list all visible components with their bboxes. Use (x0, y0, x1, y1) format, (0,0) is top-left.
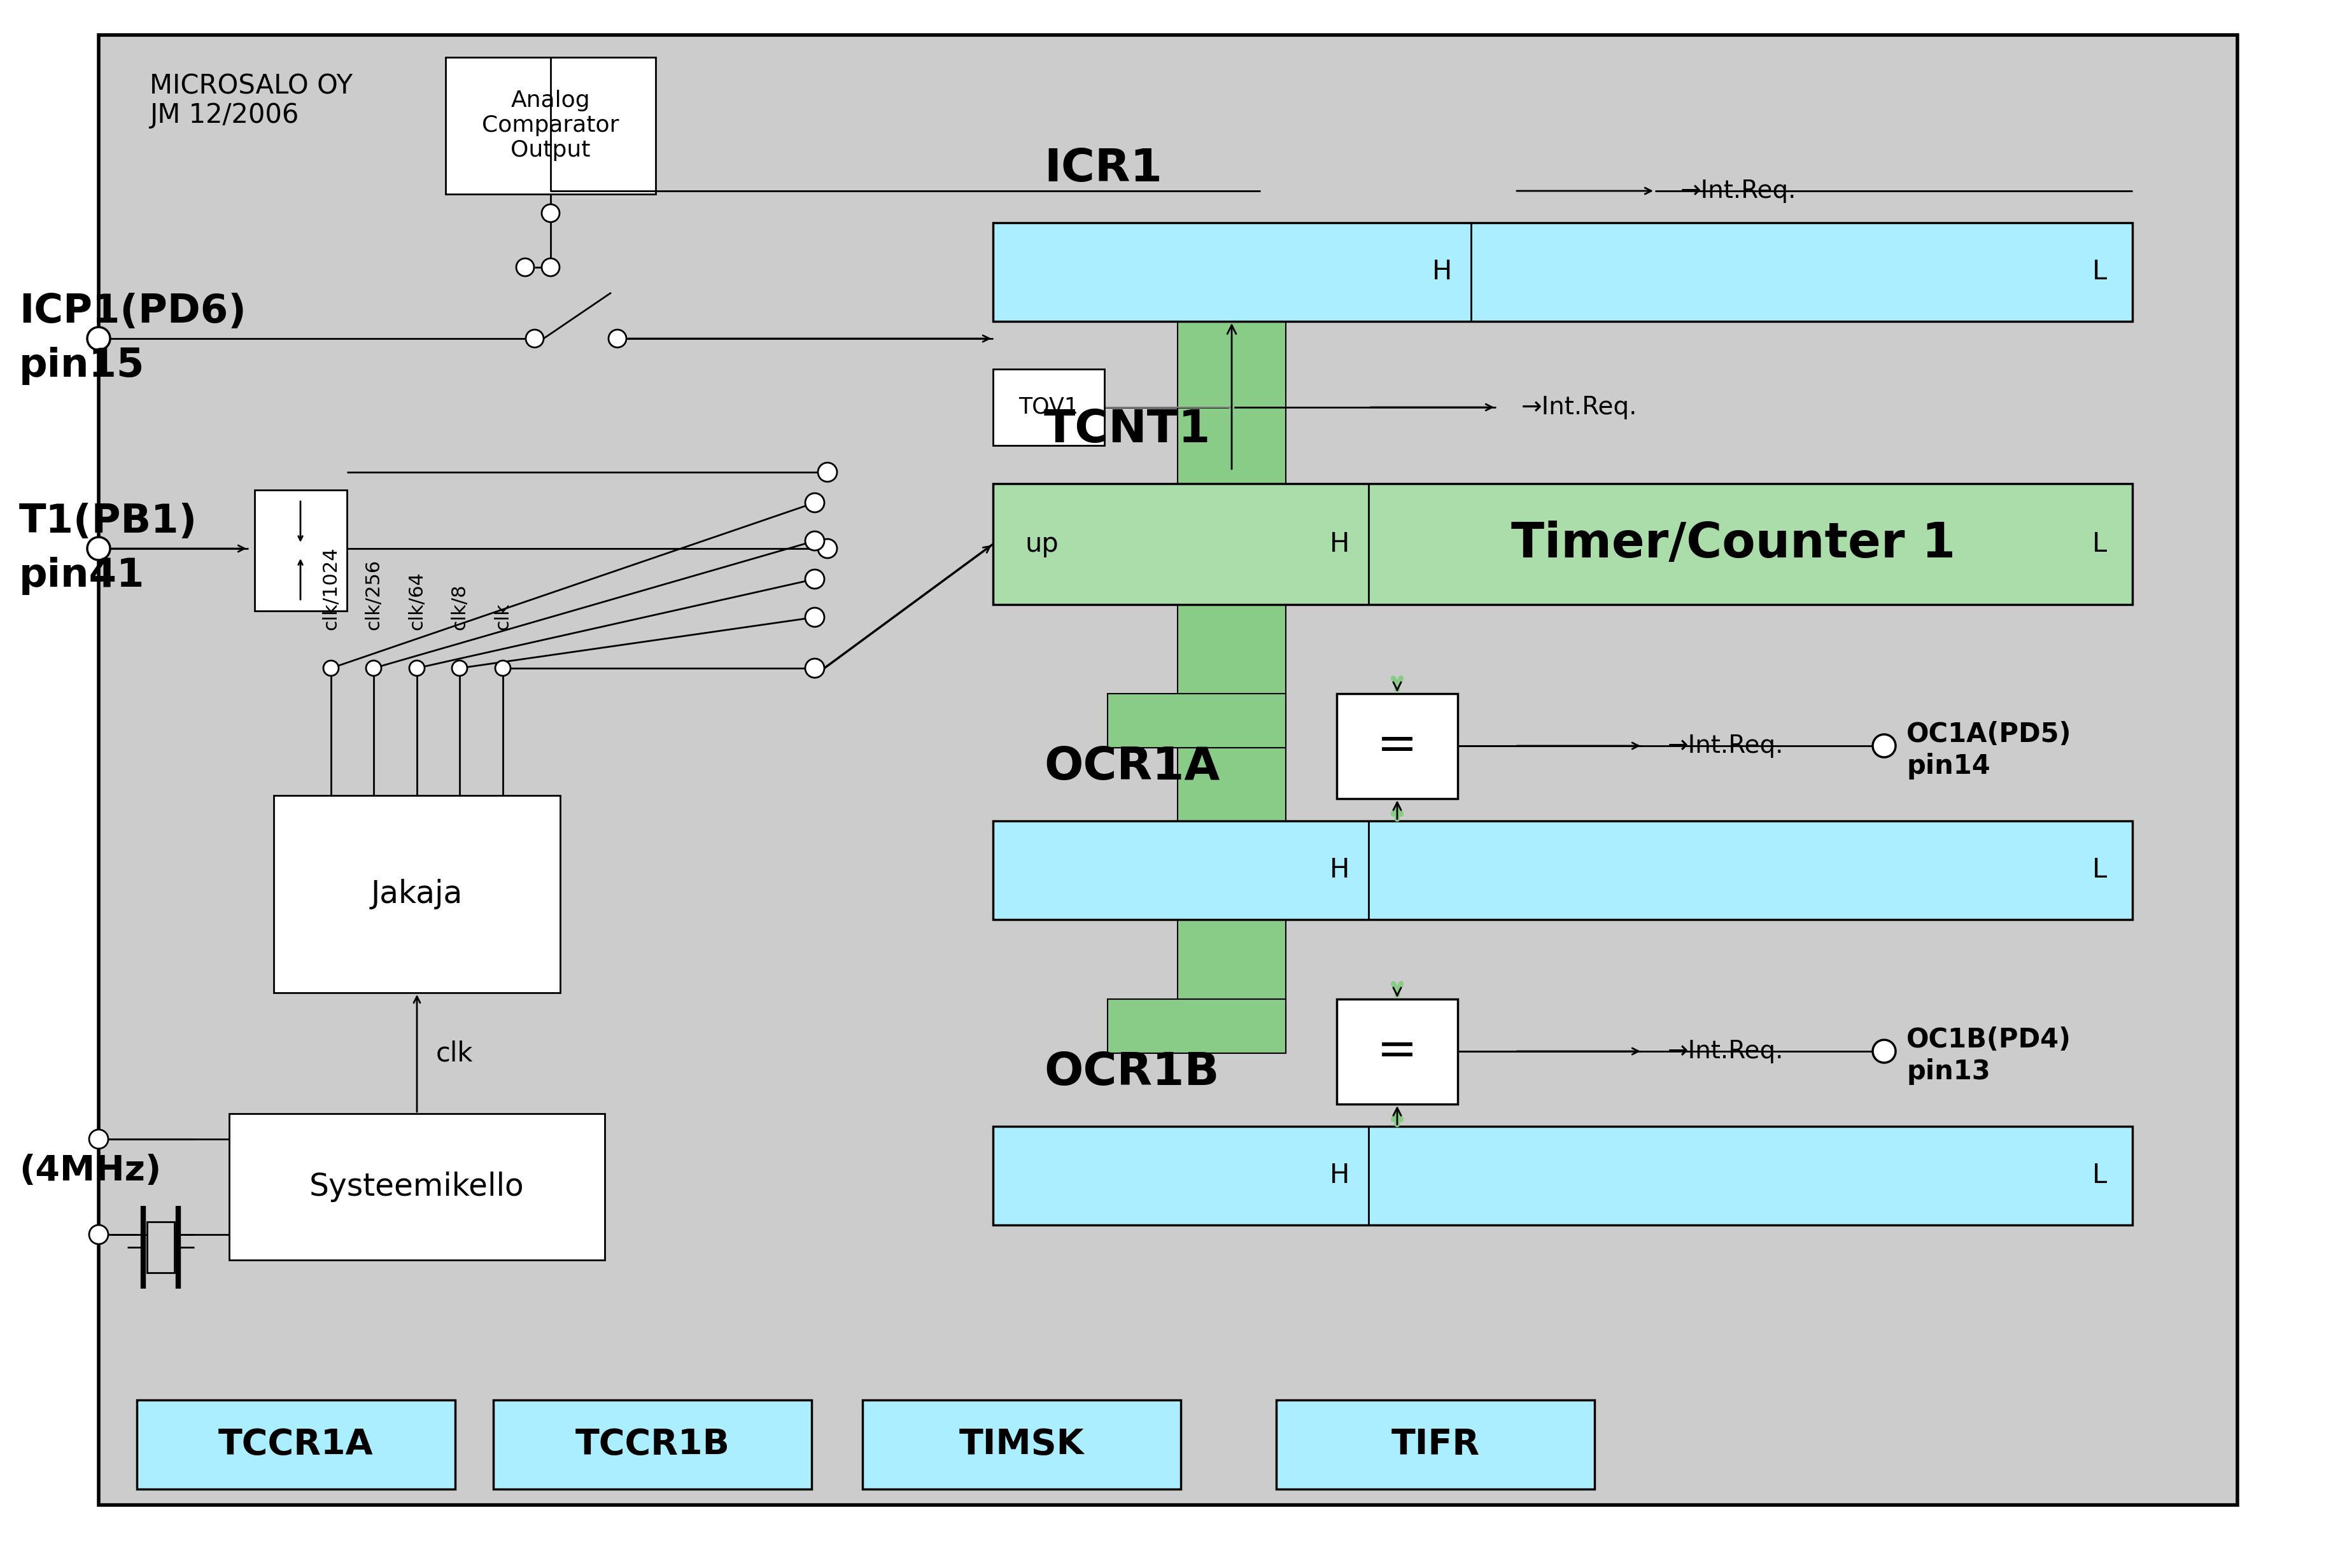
Bar (1178, 605, 1287, 1051)
Text: ICR1: ICR1 (1044, 147, 1162, 191)
Text: TOV1: TOV1 (1018, 397, 1077, 419)
Circle shape (541, 204, 560, 223)
Circle shape (87, 538, 111, 560)
Bar (445, 58, 656, 194)
Text: →Int.Req.: →Int.Req. (1679, 179, 1797, 202)
Circle shape (527, 329, 543, 348)
Text: (4MHz): (4MHz) (19, 1154, 162, 1189)
Text: →Int.Req.: →Int.Req. (1522, 395, 1637, 419)
Bar (863, 1400, 1181, 1490)
Bar (993, 1126, 2133, 1225)
Circle shape (515, 259, 534, 276)
Circle shape (452, 660, 468, 676)
Text: MICROSALO OY: MICROSALO OY (151, 74, 353, 100)
Text: Timer/Counter 1: Timer/Counter 1 (1512, 521, 1957, 568)
Bar (148, 1221, 174, 1273)
Circle shape (409, 660, 426, 676)
Circle shape (87, 328, 111, 350)
Circle shape (609, 329, 626, 348)
Text: L: L (2093, 856, 2107, 883)
Text: OCR1A: OCR1A (1044, 745, 1221, 789)
Text: pin15: pin15 (19, 347, 146, 386)
Text: =: = (1376, 723, 1418, 770)
Text: OC1A(PD5): OC1A(PD5) (1907, 721, 2072, 748)
Text: H: H (1329, 530, 1350, 558)
Circle shape (804, 532, 823, 550)
Circle shape (367, 660, 381, 676)
Circle shape (1872, 1040, 1896, 1063)
Text: clk/8: clk/8 (449, 583, 468, 630)
Text: clk: clk (494, 602, 513, 630)
Bar (228, 1113, 604, 1261)
Text: ICP1(PD6): ICP1(PD6) (19, 293, 247, 331)
Bar (254, 489, 346, 612)
Text: Jakaja: Jakaja (372, 878, 463, 909)
Text: clk/1024: clk/1024 (322, 547, 341, 630)
Bar (993, 223, 2133, 321)
Text: clk/64: clk/64 (407, 571, 426, 630)
Bar (1178, 321, 1287, 483)
Text: pin14: pin14 (1907, 753, 1990, 779)
Bar (993, 368, 1105, 445)
Circle shape (89, 1129, 108, 1149)
Text: T1(PB1): T1(PB1) (19, 503, 198, 541)
Text: →Int.Req.: →Int.Req. (1668, 734, 1783, 757)
Circle shape (804, 569, 823, 588)
Text: clk: clk (435, 1040, 473, 1066)
Circle shape (818, 539, 837, 558)
Bar (1277, 1400, 1595, 1490)
Circle shape (804, 659, 823, 677)
Text: pin41: pin41 (19, 557, 146, 594)
Bar (993, 483, 2133, 605)
Text: OCR1B: OCR1B (1044, 1051, 1218, 1094)
Text: H: H (1329, 856, 1350, 883)
Text: TCNT1: TCNT1 (1044, 408, 1211, 452)
Bar (1108, 999, 1287, 1054)
Text: TCCR1B: TCCR1B (576, 1427, 729, 1461)
Text: Analog
Comparator
Output: Analog Comparator Output (482, 89, 619, 162)
Bar (1108, 693, 1287, 748)
Text: OC1B(PD4): OC1B(PD4) (1907, 1027, 2072, 1054)
Text: =: = (1376, 1027, 1418, 1074)
Bar (1336, 693, 1458, 798)
Text: up: up (1025, 530, 1058, 558)
Circle shape (496, 660, 510, 676)
Bar (136, 1400, 456, 1490)
Text: L: L (2093, 1162, 2107, 1189)
Text: L: L (2093, 530, 2107, 558)
Circle shape (804, 494, 823, 513)
Text: JM 12/2006: JM 12/2006 (151, 102, 299, 129)
Circle shape (322, 660, 339, 676)
Circle shape (541, 259, 560, 276)
Text: H: H (1329, 1162, 1350, 1189)
Circle shape (1872, 734, 1896, 757)
Bar (273, 795, 560, 993)
Bar (1336, 999, 1458, 1104)
Text: Systeemikello: Systeemikello (310, 1171, 524, 1203)
Text: →Int.Req.: →Int.Req. (1668, 1040, 1783, 1063)
Text: L: L (2093, 259, 2107, 285)
Text: TIMSK: TIMSK (960, 1427, 1084, 1461)
Text: TCCR1A: TCCR1A (219, 1427, 374, 1461)
Text: TIFR: TIFR (1390, 1427, 1479, 1461)
Circle shape (804, 608, 823, 627)
Circle shape (818, 463, 837, 481)
Text: clk/256: clk/256 (365, 560, 383, 630)
Bar (993, 822, 2133, 919)
Text: pin13: pin13 (1907, 1058, 1990, 1085)
Text: H: H (1432, 259, 1451, 285)
Bar (494, 1400, 811, 1490)
Circle shape (89, 1225, 108, 1243)
